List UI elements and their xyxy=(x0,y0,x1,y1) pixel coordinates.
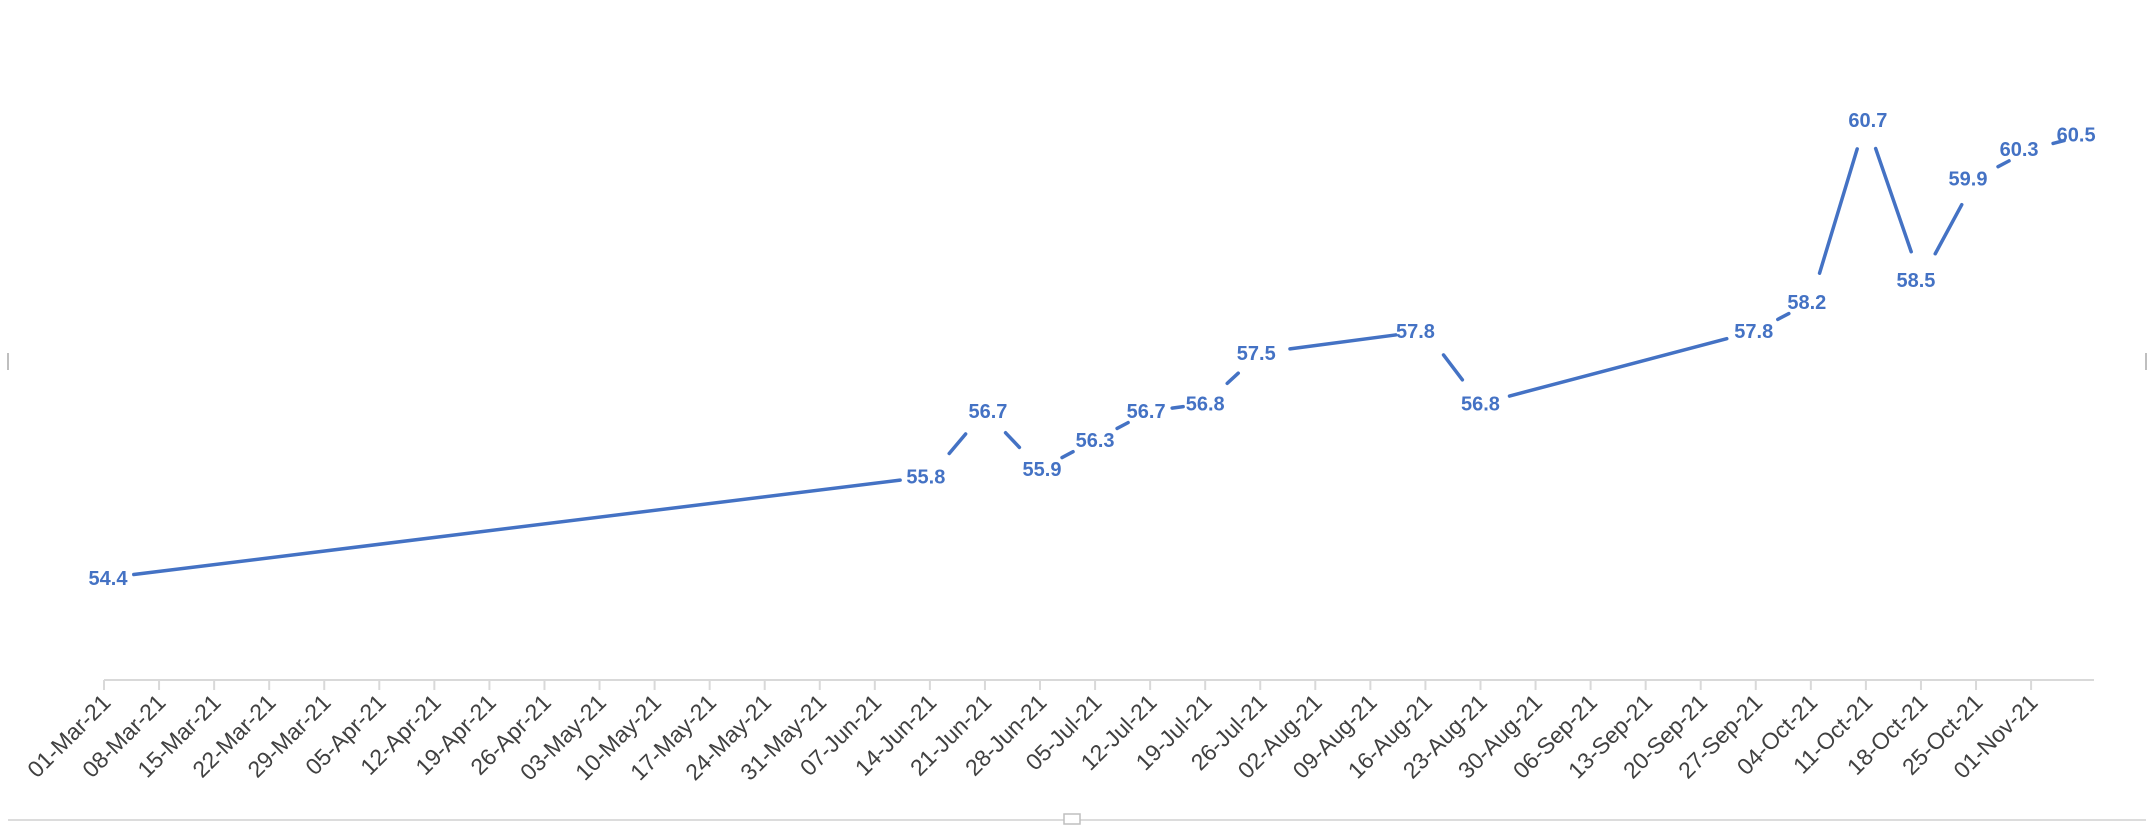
data-label: 55.9 xyxy=(1023,459,1062,481)
series-line-segment xyxy=(1003,431,1022,450)
series-line-segment xyxy=(1060,449,1075,460)
data-label: 60.5 xyxy=(2057,125,2096,147)
data-label: 57.5 xyxy=(1237,343,1276,365)
series-line-segment xyxy=(1996,159,2011,169)
chart-frame xyxy=(7,353,2147,825)
data-label: 56.8 xyxy=(1186,394,1225,416)
data-label: 57.8 xyxy=(1734,321,1773,343)
series-line-segment xyxy=(1288,333,1398,351)
series-line-segment xyxy=(947,432,968,456)
series-line-segment xyxy=(1441,353,1465,382)
series-line-segment xyxy=(1507,336,1729,398)
series-line-segment xyxy=(1776,311,1791,322)
data-label: 54.4 xyxy=(89,568,129,590)
series-line-segment xyxy=(1225,371,1240,386)
series-line-segment xyxy=(2051,138,2066,146)
data-label: 60.3 xyxy=(2000,139,2039,161)
data-label: 55.8 xyxy=(906,466,945,488)
data-label: 57.8 xyxy=(1396,321,1435,343)
data-label: 59.9 xyxy=(1949,168,1988,190)
series-line-segment xyxy=(1873,146,1913,254)
series-line-segment xyxy=(1170,404,1185,410)
series-line-segment xyxy=(132,478,902,577)
data-label: 58.2 xyxy=(1787,292,1826,314)
data-label: 58.5 xyxy=(1896,270,1935,292)
data-label: 56.3 xyxy=(1076,430,1115,452)
x-axis: 01-Mar-2108-Mar-2115-Mar-2122-Mar-2129-M… xyxy=(22,679,2094,785)
data-label: 60.7 xyxy=(1848,110,1887,132)
series-line-layer xyxy=(132,138,2066,577)
frame-resize-handle[interactable] xyxy=(1063,813,1081,825)
series-line-segment xyxy=(1933,202,1964,256)
data-label-layer: 54.4 55.8 56.7 55.9 56.3 56.7 56.8 57.5 57.8 56.8… xyxy=(89,110,2096,590)
data-label: 56.7 xyxy=(1127,401,1166,423)
data-label: 56.7 xyxy=(968,401,1007,423)
series-line-segment xyxy=(1817,147,1859,275)
series-line-segment xyxy=(1115,420,1130,431)
data-label: 56.8 xyxy=(1461,394,1500,416)
